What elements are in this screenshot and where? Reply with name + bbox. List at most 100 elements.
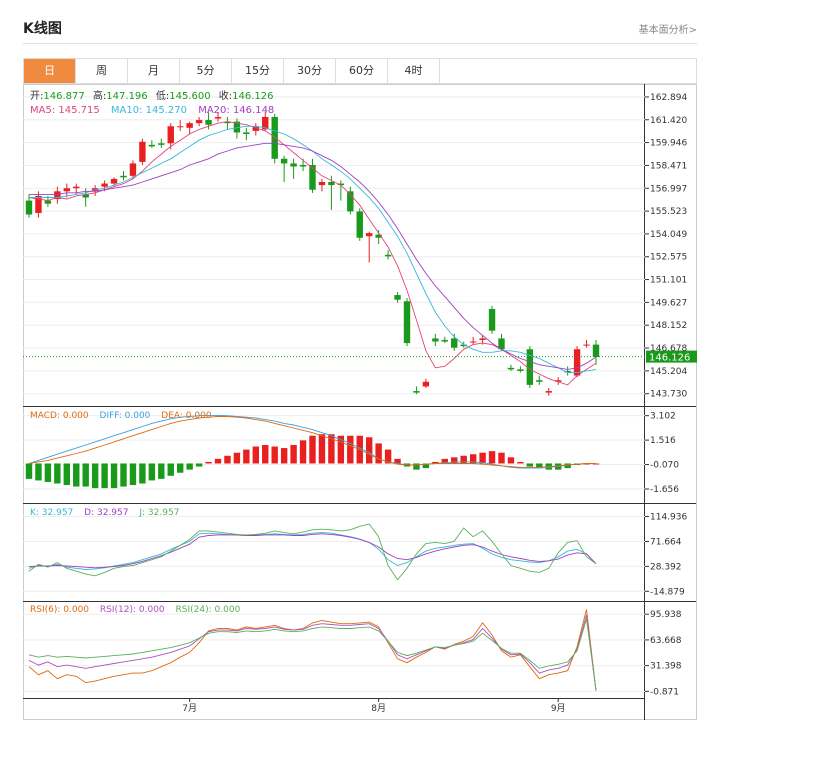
k-line (28, 532, 597, 570)
macd-bar (44, 463, 52, 482)
macd-bar (309, 435, 316, 464)
candle-body (337, 183, 345, 186)
macd-bar (271, 446, 278, 464)
macd-bar (205, 461, 212, 464)
macd-bar (148, 463, 156, 481)
candle-body (498, 338, 505, 350)
macd-bar (280, 448, 288, 464)
macd-bar (422, 463, 430, 469)
candle-body (488, 308, 496, 331)
macd-bar (129, 463, 137, 486)
price-tick-label: 161.420 (650, 116, 687, 126)
basic-analysis-link[interactable]: 基本面分析> (638, 25, 697, 36)
macd-bar (498, 452, 505, 464)
candle-body (224, 121, 231, 124)
macd-bar (583, 463, 590, 465)
candle-body (356, 211, 363, 238)
j-legend-item: J: 32.957 (138, 508, 179, 518)
last-price-badge (646, 350, 697, 363)
ohlc-legend: 开:146.877 高:147.196 低:145.600 收:146.126 (30, 89, 274, 102)
candle-body (441, 339, 448, 342)
macd-bar (54, 463, 61, 484)
rsi-legend: RSI(6): 0.000 RSI(12): 0.000 RSI(24): 0.… (30, 605, 241, 615)
macd-bar (536, 463, 543, 469)
candle-body (35, 195, 42, 213)
j-line (28, 523, 597, 581)
tab-30min[interactable]: 30分 (284, 59, 336, 83)
macd-bar (413, 463, 420, 470)
candle-body (545, 391, 552, 393)
macd-bar (177, 463, 184, 473)
candle-body (555, 380, 562, 382)
macd-bar (195, 463, 203, 467)
d-line (28, 533, 597, 569)
candle-body (195, 120, 203, 124)
price-tick-label: 151.101 (650, 276, 687, 286)
macd-bar (488, 451, 496, 464)
macd-bar (366, 437, 373, 464)
macd-bar (507, 457, 515, 464)
tab-60min[interactable]: 60分 (336, 59, 388, 83)
tab-5min[interactable]: 5分 (180, 59, 232, 83)
candle-body (205, 120, 212, 125)
candle-body (592, 344, 600, 357)
macd-bar (224, 455, 231, 464)
last-price-label: 146.126 (649, 353, 690, 364)
macd-bar (290, 444, 297, 464)
rsi-tick-label: 63.668 (650, 636, 682, 646)
tab-month[interactable]: 月 (128, 59, 180, 83)
macd-bar (526, 463, 534, 467)
close-value: 146.126 (232, 91, 273, 102)
macd-bar (167, 463, 174, 476)
tab-day[interactable]: 日 (24, 59, 76, 83)
candle-body (536, 380, 543, 382)
price-tick-label: 156.997 (650, 184, 687, 194)
kdj-tick-label: 28.392 (650, 562, 682, 572)
price-tick-label: 145.204 (650, 367, 687, 377)
macd-bar (110, 463, 118, 489)
candle-body (139, 141, 146, 162)
candle-body (186, 123, 193, 128)
macd-bar (139, 463, 146, 484)
high-label: 高: (93, 89, 106, 102)
tab-15min[interactable]: 15分 (232, 59, 284, 83)
rsi6-legend-item: RSI(6): 0.000 (30, 605, 89, 615)
month-tick-label: 9月 (551, 703, 566, 714)
rsi24-line (28, 618, 597, 691)
candle-body (25, 200, 33, 215)
macd-bar (384, 449, 392, 464)
dea-legend-item: DEA: 0.000 (161, 411, 212, 421)
candle-body (451, 338, 458, 348)
page-title: K线图 (23, 21, 62, 37)
macd-bar (299, 440, 307, 464)
candle-body (526, 349, 534, 385)
kdj-tick-label: -14.879 (650, 587, 685, 597)
candle-body (177, 126, 184, 128)
macd-bar (233, 452, 241, 464)
macd-bar (73, 463, 80, 487)
price-tick-label: 149.627 (650, 298, 687, 308)
candle-body (280, 158, 288, 164)
ma20-line (29, 142, 597, 370)
macd-bar (101, 463, 108, 489)
candle-body (394, 295, 401, 300)
macd-bar (441, 458, 448, 464)
tab-week[interactable]: 周 (76, 59, 128, 83)
candle-body (384, 254, 392, 257)
price-tick-label: 158.471 (650, 161, 687, 171)
ma20-legend: MA20: 146.148 (198, 105, 274, 116)
candle-body (328, 182, 335, 186)
macd-bar (375, 443, 382, 464)
macd-bar (328, 434, 335, 464)
tab-4hour[interactable]: 4时 (388, 59, 440, 83)
candle-body (422, 381, 430, 387)
low-value: 145.600 (169, 91, 210, 102)
month-tick-label: 8月 (371, 703, 386, 714)
macd-bar (337, 435, 345, 464)
price-tick-label: 162.894 (650, 93, 687, 103)
macd-bar (25, 463, 33, 479)
candle-body (347, 191, 354, 212)
candle-body (120, 175, 127, 178)
candle-body (243, 132, 250, 135)
